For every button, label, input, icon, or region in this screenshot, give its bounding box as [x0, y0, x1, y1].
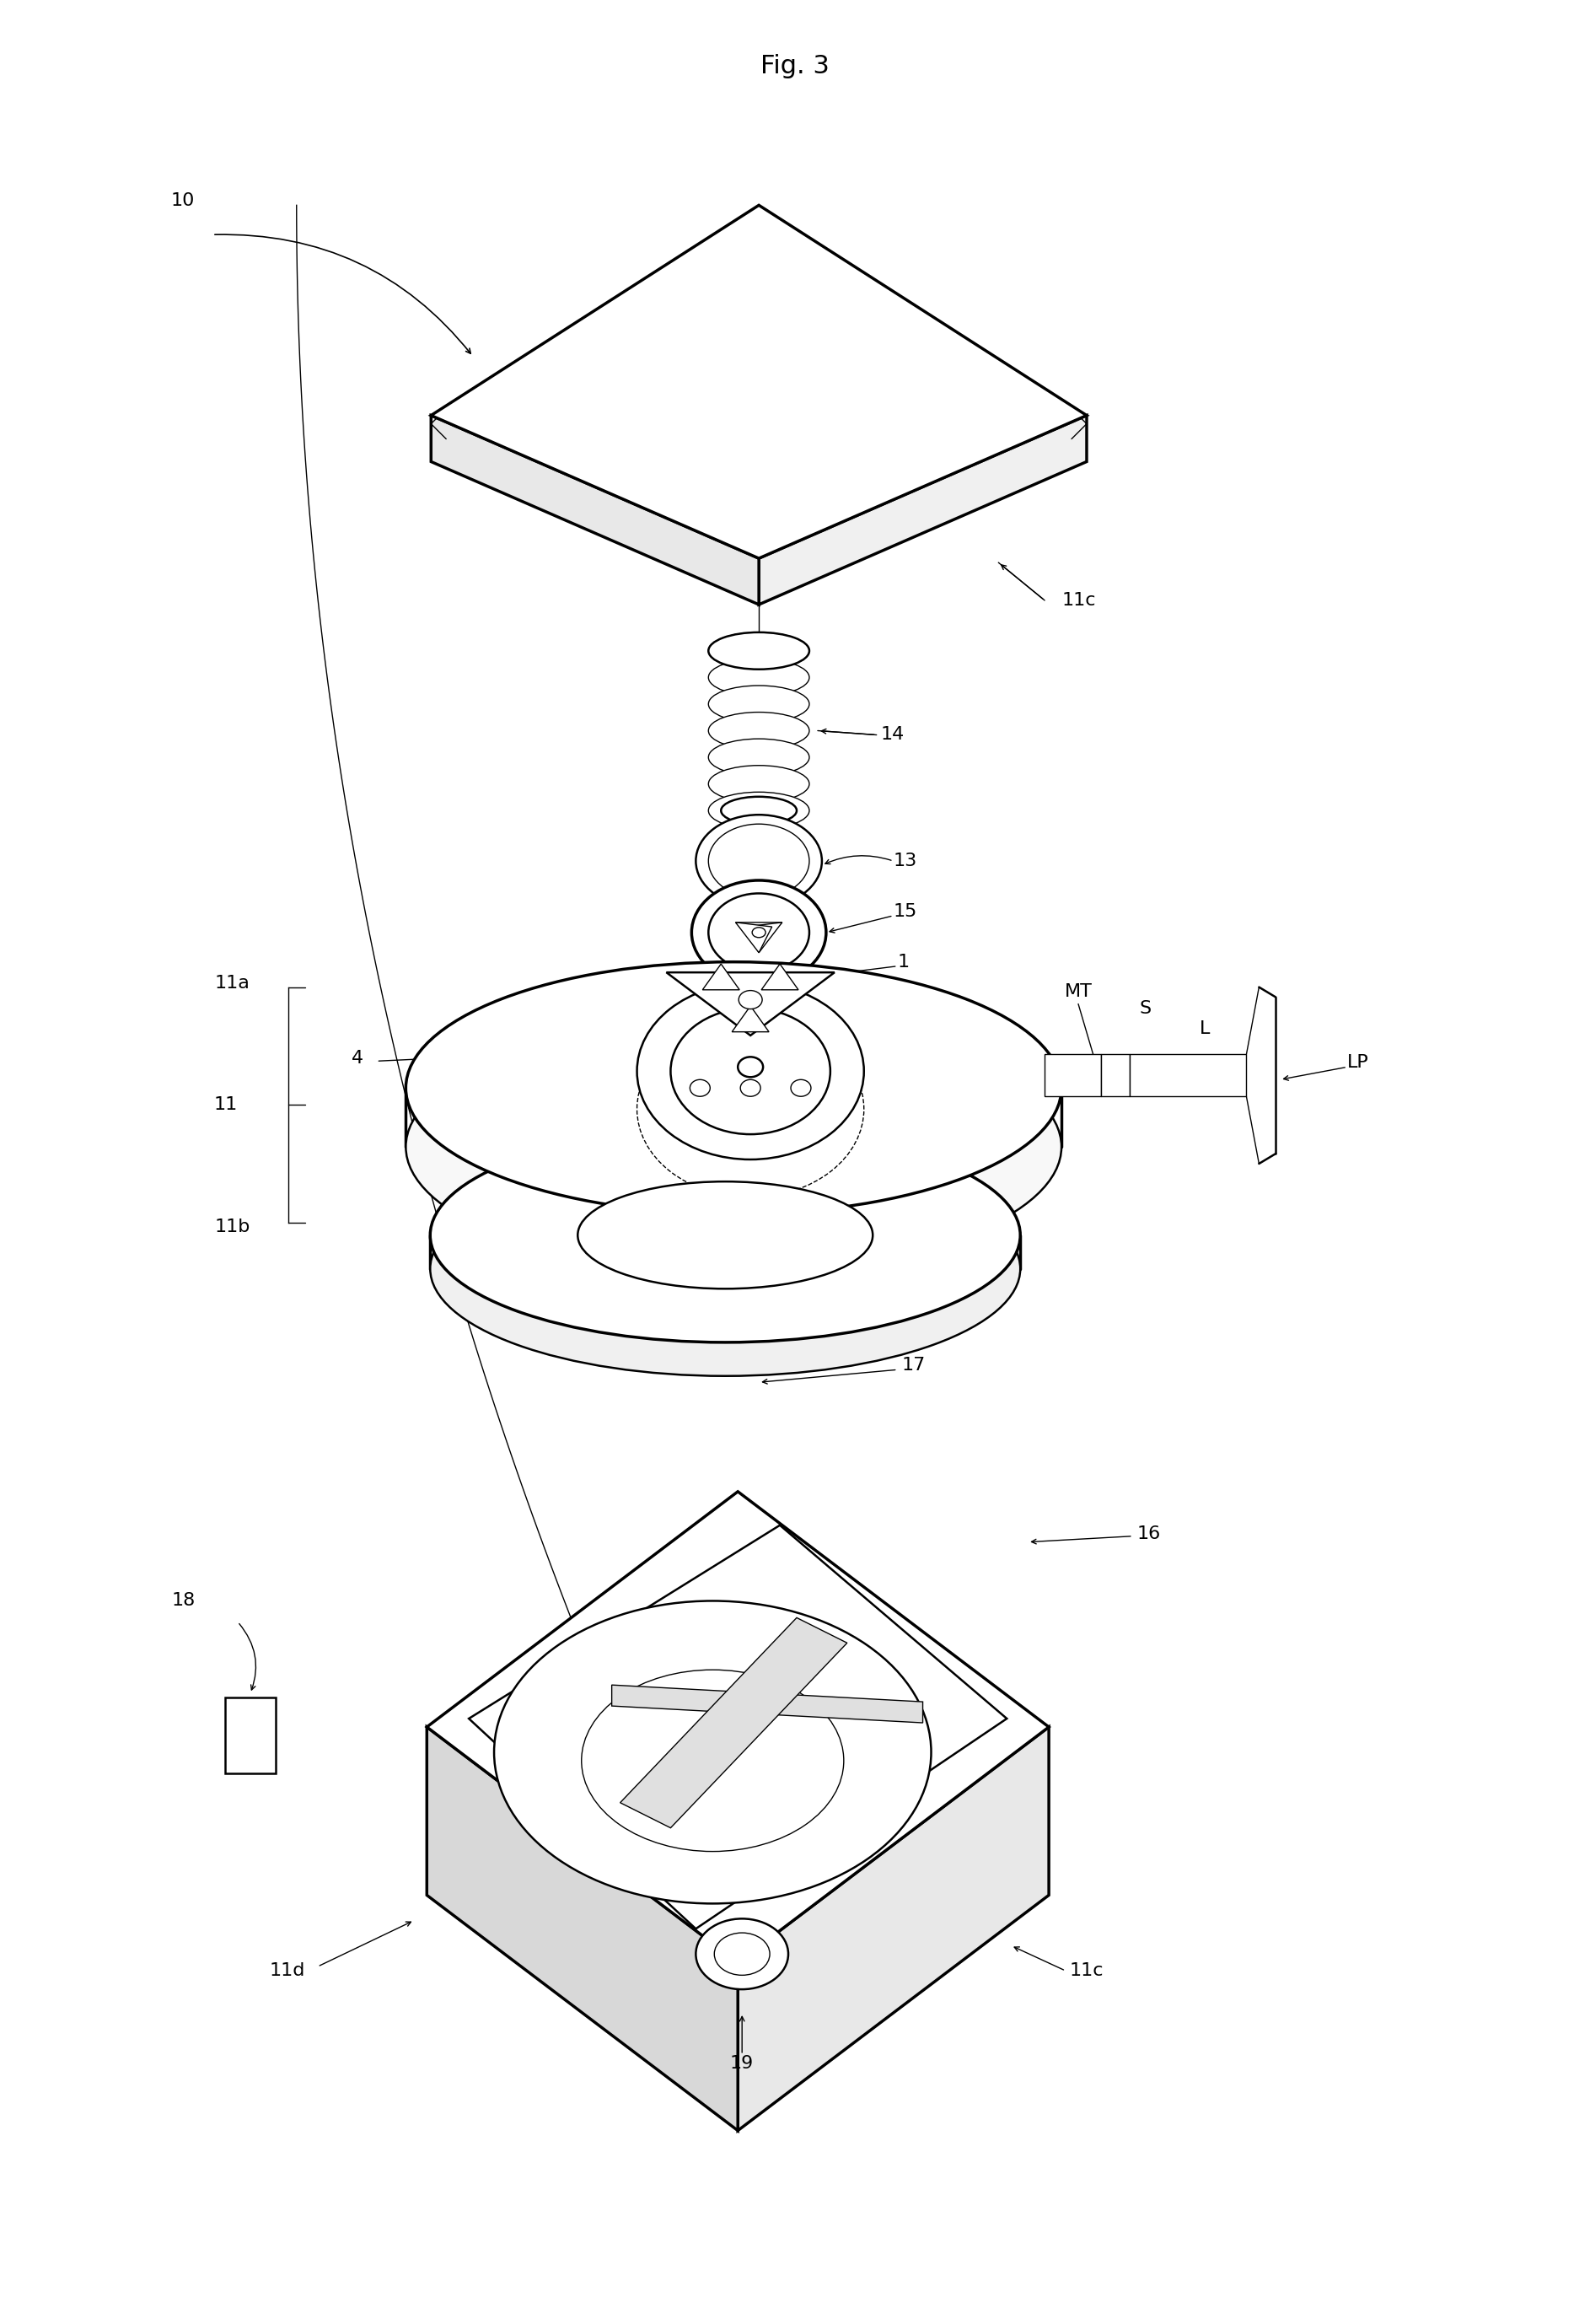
Polygon shape [762, 964, 798, 990]
Ellipse shape [498, 997, 970, 1178]
Text: Fig. 3: Fig. 3 [760, 53, 830, 79]
Ellipse shape [671, 1009, 830, 1134]
Ellipse shape [709, 660, 809, 695]
Text: MT: MT [1064, 983, 1092, 999]
Polygon shape [431, 205, 1086, 558]
Text: 18: 18 [172, 1592, 196, 1608]
Bar [1129, 1055, 1247, 1097]
Polygon shape [620, 1618, 847, 1829]
Ellipse shape [709, 892, 809, 971]
Polygon shape [746, 923, 782, 953]
Polygon shape [469, 1525, 1006, 1929]
Ellipse shape [431, 1127, 1021, 1343]
Polygon shape [426, 1727, 738, 2131]
Ellipse shape [696, 1920, 789, 1989]
Polygon shape [226, 1697, 275, 1773]
Text: 17: 17 [902, 1357, 925, 1373]
Ellipse shape [709, 739, 809, 776]
Ellipse shape [738, 1057, 763, 1076]
Polygon shape [431, 416, 758, 604]
Ellipse shape [709, 632, 809, 669]
Text: 11b: 11b [215, 1218, 250, 1234]
Text: S: S [1140, 999, 1151, 1016]
Polygon shape [703, 964, 739, 990]
Text: 11c: 11c [1062, 593, 1096, 609]
Ellipse shape [709, 686, 809, 723]
Polygon shape [738, 1727, 1049, 2131]
Ellipse shape [431, 1162, 1021, 1376]
Ellipse shape [709, 765, 809, 802]
Text: 10: 10 [172, 193, 196, 209]
Ellipse shape [577, 1181, 873, 1290]
Polygon shape [758, 416, 1086, 604]
Ellipse shape [714, 1934, 770, 1975]
Ellipse shape [638, 1020, 863, 1197]
Ellipse shape [690, 1081, 711, 1097]
Text: 15: 15 [894, 904, 917, 920]
Ellipse shape [709, 632, 809, 669]
Ellipse shape [752, 927, 765, 937]
Ellipse shape [494, 1601, 932, 1903]
Ellipse shape [692, 881, 827, 985]
Text: 16: 16 [1137, 1525, 1161, 1543]
Polygon shape [736, 923, 782, 944]
Text: 11: 11 [215, 1097, 237, 1113]
Polygon shape [612, 1685, 922, 1722]
Ellipse shape [405, 962, 1062, 1213]
Ellipse shape [709, 792, 809, 830]
Bar [1102, 1055, 1129, 1097]
Ellipse shape [638, 983, 863, 1160]
Polygon shape [736, 923, 773, 953]
Ellipse shape [696, 816, 822, 906]
Text: LP: LP [1347, 1055, 1369, 1071]
Polygon shape [731, 1006, 770, 1032]
Ellipse shape [709, 711, 809, 748]
Ellipse shape [739, 990, 762, 1009]
Ellipse shape [720, 797, 797, 825]
Text: 11c: 11c [1070, 1961, 1103, 1980]
Polygon shape [666, 971, 835, 1037]
Text: 14: 14 [881, 727, 905, 744]
Text: 19: 19 [730, 2054, 754, 2071]
Text: 13: 13 [894, 853, 917, 869]
Text: 11d: 11d [269, 1961, 305, 1980]
Text: 11a: 11a [215, 974, 250, 992]
Text: 4: 4 [351, 1050, 364, 1067]
Ellipse shape [790, 1081, 811, 1097]
Text: 1: 1 [897, 953, 909, 971]
Text: 2: 2 [927, 1016, 938, 1034]
Polygon shape [426, 1492, 1049, 1961]
Ellipse shape [709, 825, 809, 897]
Ellipse shape [405, 1020, 1062, 1274]
Ellipse shape [582, 1671, 844, 1852]
Bar [1045, 1055, 1102, 1097]
Text: L: L [1199, 1020, 1210, 1037]
Ellipse shape [741, 1081, 760, 1097]
Text: 3: 3 [940, 1281, 951, 1299]
